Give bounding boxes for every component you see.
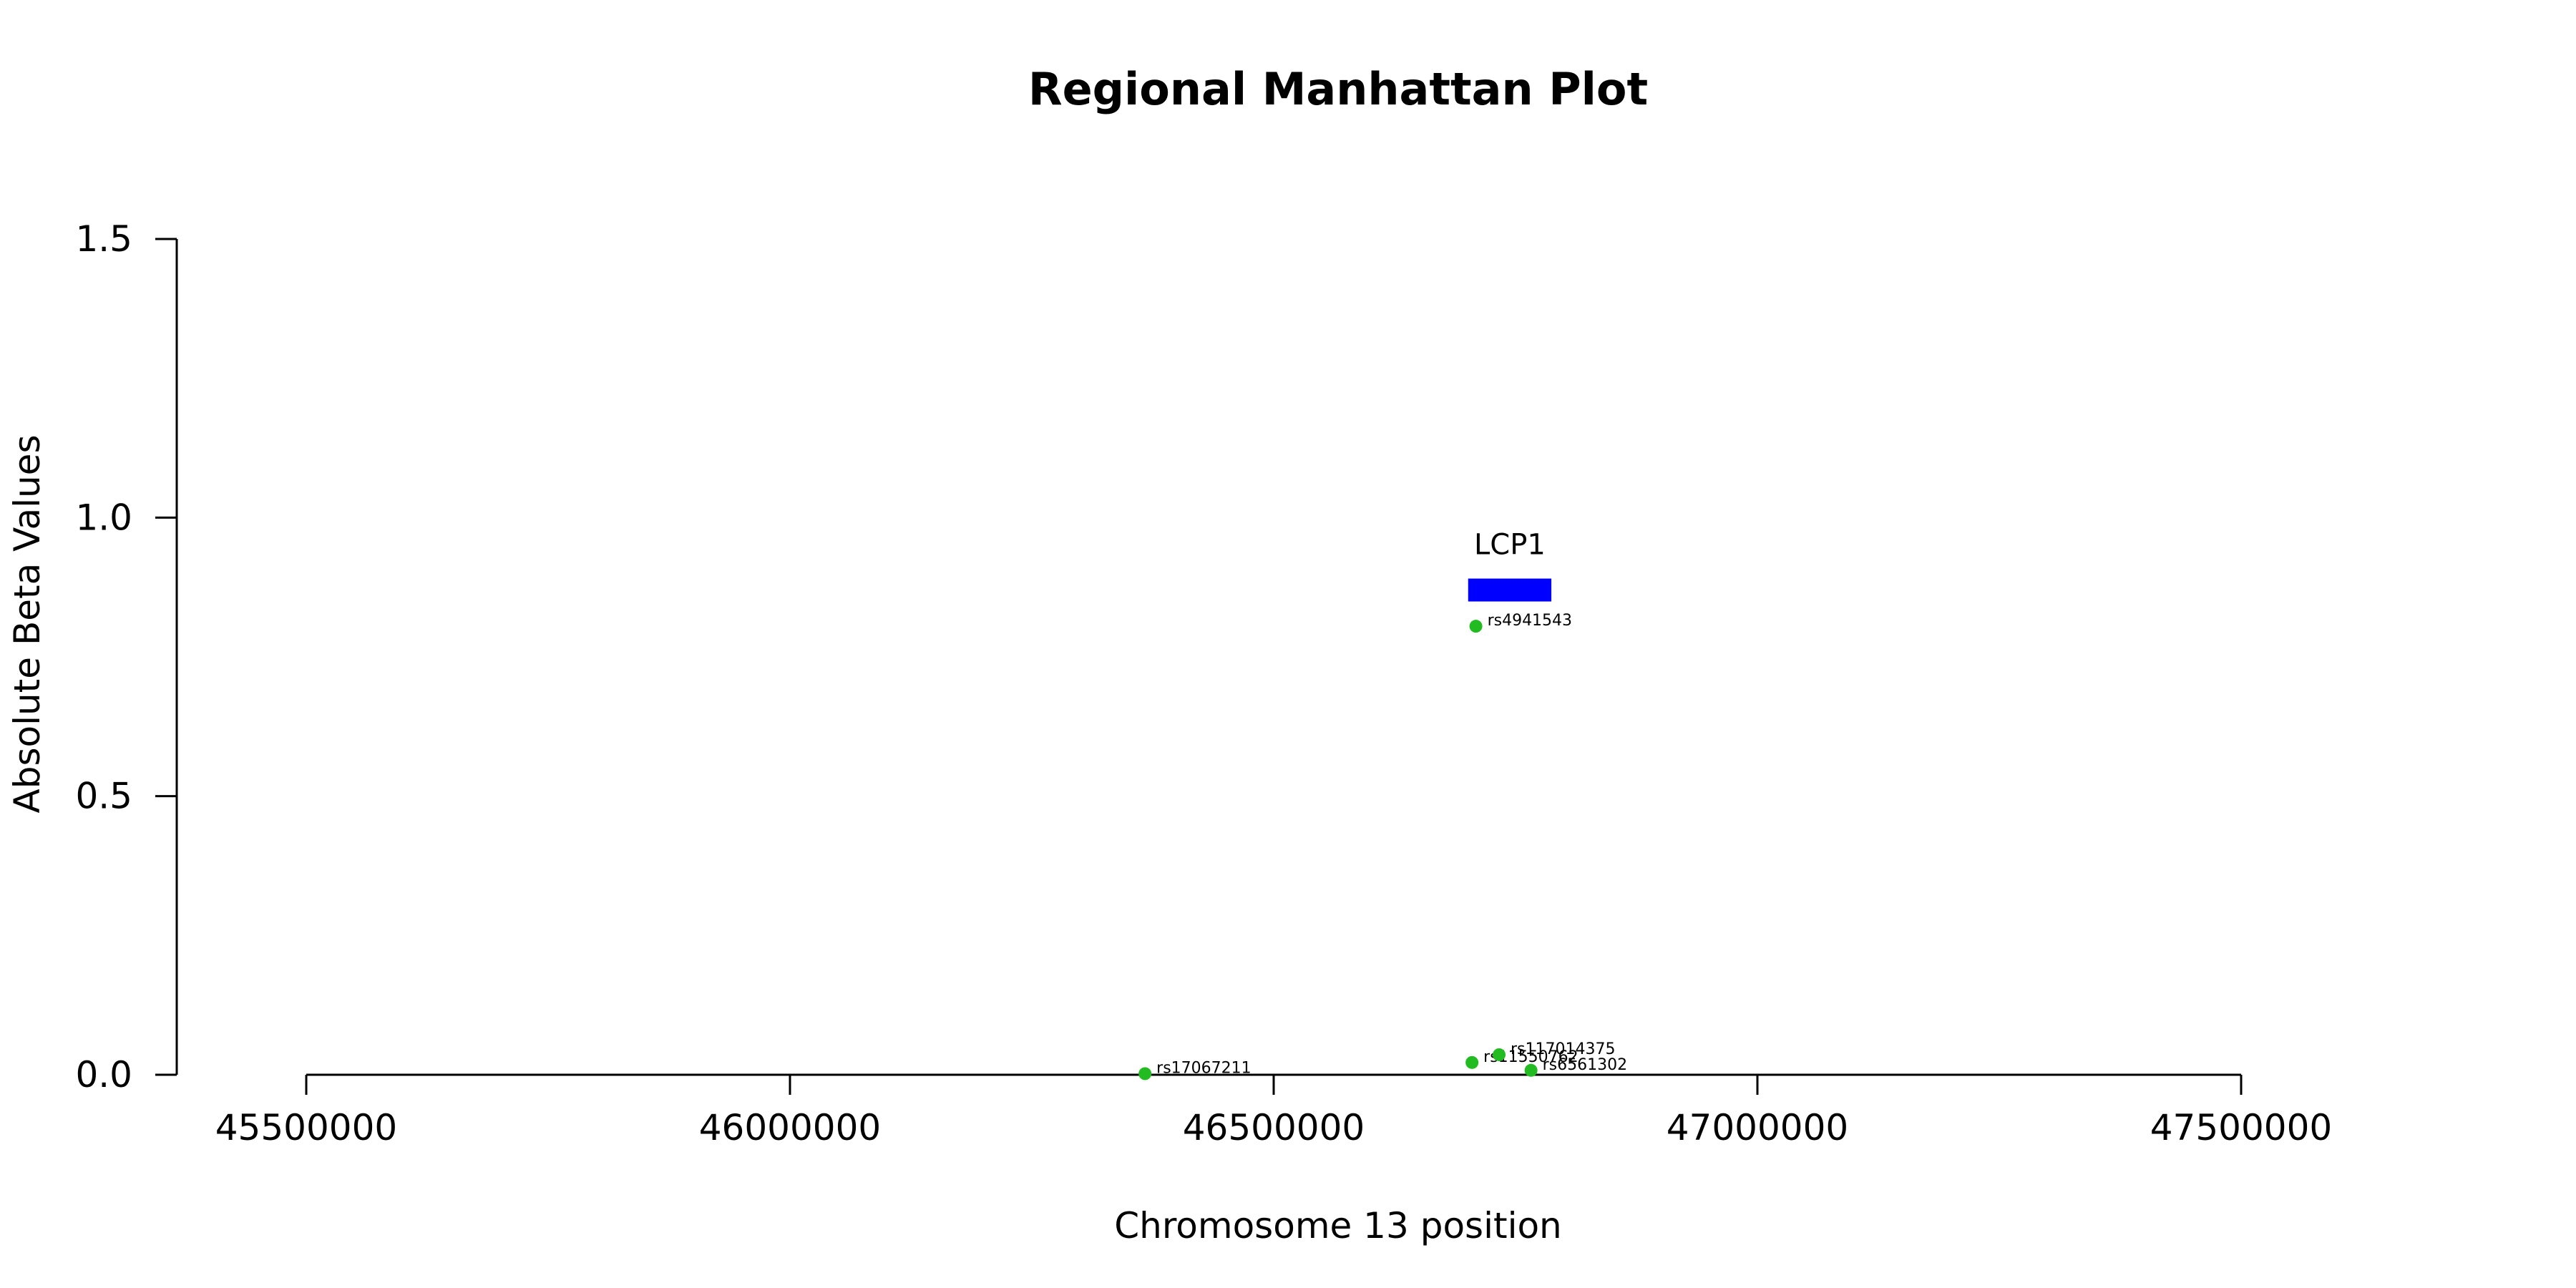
y-tick-label: 0.5 (75, 776, 132, 817)
snp-label: rs6561302 (1543, 1056, 1628, 1074)
y-tick-label: 1.0 (75, 497, 132, 538)
snp-points: rs4941543rs17067211rs11550762rs117014375… (1138, 612, 1627, 1080)
chart-title: Regional Manhattan Plot (1028, 63, 1648, 115)
snp-point (1138, 1067, 1152, 1080)
x-tick-label: 47500000 (2150, 1107, 2333, 1148)
snp-point (1493, 1048, 1506, 1061)
x-tick-label: 45500000 (215, 1107, 398, 1148)
gene-label: LCP1 (1474, 529, 1546, 562)
x-axis-label: Chromosome 13 position (1114, 1205, 1562, 1246)
gene-bar (1468, 578, 1552, 602)
snp-label: rs17067211 (1156, 1059, 1251, 1077)
snp-point (1524, 1063, 1538, 1077)
x-tick-label: 46500000 (1183, 1107, 1365, 1148)
x-tick-label: 47000000 (1667, 1107, 1849, 1148)
snp-label: rs4941543 (1488, 612, 1573, 630)
gene-track: LCP1 (1468, 529, 1552, 602)
axes: 45500000 46000000 46500000 47000000 47500000… (75, 218, 2332, 1148)
y-tick-label: 0.0 (75, 1054, 132, 1096)
x-tick-label: 46000000 (699, 1107, 882, 1148)
snp-point (1469, 620, 1483, 633)
y-tick-label: 1.5 (75, 218, 132, 260)
y-axis-label: Absolute Beta Values (6, 435, 48, 814)
snp-point (1465, 1055, 1479, 1069)
snp-label: rs117014375 (1511, 1040, 1615, 1058)
